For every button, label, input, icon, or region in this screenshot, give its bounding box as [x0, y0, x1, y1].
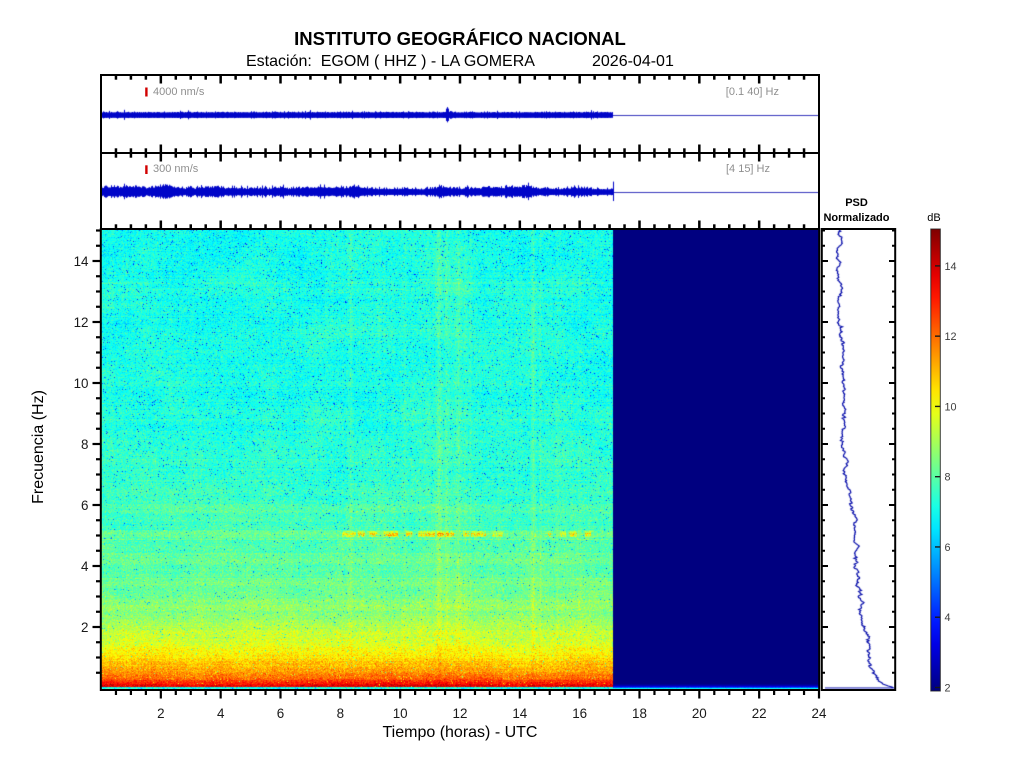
svg-text:6: 6	[81, 498, 88, 513]
svg-text:14: 14	[74, 254, 89, 269]
svg-text:16: 16	[572, 706, 587, 721]
svg-text:20: 20	[692, 706, 707, 721]
svg-text:4: 4	[81, 559, 89, 574]
svg-text:6: 6	[945, 542, 951, 554]
svg-text:4: 4	[217, 706, 225, 721]
svg-text:18: 18	[632, 706, 647, 721]
svg-text:24: 24	[812, 706, 827, 721]
svg-text:2: 2	[157, 706, 164, 721]
svg-text:2: 2	[81, 620, 88, 635]
svg-text:12: 12	[945, 331, 957, 343]
svg-text:6: 6	[277, 706, 284, 721]
svg-text:14: 14	[945, 261, 957, 273]
svg-text:10: 10	[74, 376, 89, 391]
svg-text:10: 10	[393, 706, 408, 721]
svg-text:22: 22	[752, 706, 767, 721]
svg-text:12: 12	[453, 706, 468, 721]
svg-text:8: 8	[337, 706, 344, 721]
svg-text:10: 10	[945, 401, 957, 413]
svg-text:14: 14	[512, 706, 527, 721]
svg-text:8: 8	[945, 472, 951, 484]
svg-text:4: 4	[945, 612, 951, 624]
svg-text:2: 2	[945, 683, 951, 695]
svg-text:12: 12	[74, 315, 89, 330]
svg-text:8: 8	[81, 437, 88, 452]
